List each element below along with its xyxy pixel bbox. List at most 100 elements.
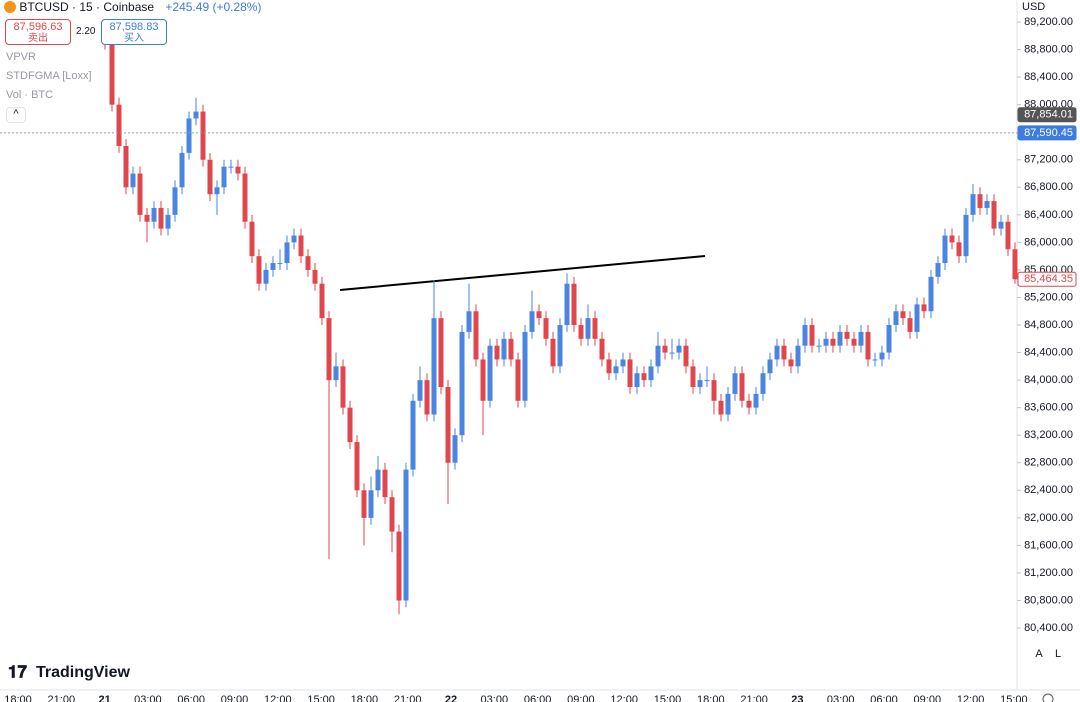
candle-body [823,338,829,346]
candle-body [564,283,570,326]
candle-body [998,221,1004,229]
candle-body [627,359,633,388]
candle-body [256,256,262,284]
candle-body [760,373,766,394]
buy-price: 87,598.83 [109,21,159,33]
log-scale-button[interactable]: L [1055,648,1061,660]
candle-body [326,318,332,381]
x-tick-label: 18:00 [351,694,379,702]
y-tick-label: 87,200.00 [1024,154,1073,166]
candle-body [459,331,465,436]
y-tick-label: 86,800.00 [1024,181,1073,193]
indicator[interactable]: VPVR [6,51,36,63]
candle-body [473,311,479,360]
settings-icon[interactable] [1042,693,1054,702]
y-tick-label: 82,000.00 [1024,512,1073,524]
y-tick-label: 86,000.00 [1024,236,1073,248]
candle-body [508,338,514,360]
candle-body [893,311,899,326]
price-marker-label: 85,464.35 [1024,273,1073,285]
y-tick-label: 81,200.00 [1024,567,1073,579]
y-tick-label: 88,800.00 [1024,43,1073,55]
x-tick-label: 15:00 [654,694,682,702]
x-tick-label: 21:00 [394,694,422,702]
coin-icon [4,1,16,13]
candle-body [340,366,346,408]
candle-body [767,359,773,374]
logo-mark: 𝟏𝟕 [8,662,27,681]
auto-scale-button[interactable]: A [1035,648,1043,660]
x-tick-label: 12:00 [610,694,638,702]
indicator[interactable]: Vol · BTC [6,89,54,101]
x-tick-label: 15:00 [1000,694,1028,702]
candle-body [298,235,304,257]
candle-body [361,490,367,518]
header: BTCUSD · 15 · Coinbase +245.49 (+0.28%) [4,0,261,14]
candle-body [130,173,136,188]
candle-body [774,345,780,360]
candle-body [606,359,612,374]
candle-body [123,145,129,188]
candle-body [214,187,220,195]
candle-body [529,311,535,332]
price-marker [1017,271,1077,287]
candle-body [487,345,493,401]
y-tick-label: 80,400.00 [1024,622,1073,634]
candle-body [851,338,857,346]
candle-body [249,221,255,257]
x-tick-label: 21:00 [48,694,76,702]
y-tick-label: 84,800.00 [1024,319,1073,331]
x-tick-label: 21:00 [740,694,768,702]
candle-body [641,373,647,381]
candle-body [368,490,374,518]
candle-body [179,152,185,188]
candle-body [242,173,248,222]
candle-body [704,380,710,382]
candle-body [620,359,626,367]
candle-body [809,325,815,346]
x-tick-label: 15:00 [307,694,335,702]
candle-body [816,345,822,347]
candle-body [942,235,948,264]
candle-body [396,531,402,601]
candle-body [921,304,927,312]
candle-body [844,331,850,339]
candle-body [445,387,451,463]
candle-body [480,359,486,401]
buy-button[interactable]: 87,598.83 买入 [101,19,167,45]
candle-body [697,380,703,388]
y-tick-label: 80,800.00 [1024,594,1073,606]
x-tick-label: 21 [98,694,110,702]
candle-body [151,207,157,222]
candle-body [725,393,731,415]
candle-body [669,352,675,354]
x-tick-label: 06:00 [870,694,898,702]
candle-body [543,318,549,339]
candle-body [557,325,563,367]
collapse-button[interactable]: ^ [6,107,26,123]
x-tick-label: 09:00 [914,694,942,702]
indicator[interactable]: STDFGMA [Loxx] [6,70,92,82]
candle-body [382,469,388,498]
candle-body [144,214,150,222]
y-tick-label: 81,600.00 [1024,539,1073,551]
candle-body [718,400,724,415]
candle-body [830,338,836,346]
candle-body [788,359,794,367]
candle-body [753,393,759,408]
candle-body [886,325,892,353]
candle-body [424,380,430,415]
change: +245.49 (+0.28%) [165,0,262,14]
price-marker-label: 87,854.01 [1024,109,1073,121]
y-tick-label: 83,600.00 [1024,402,1073,414]
candle-body [690,366,696,388]
x-tick-label: 12:00 [957,694,985,702]
candle-body [634,373,640,388]
sell-button[interactable]: 87,596.63 卖出 [5,19,71,45]
y-tick-label: 82,400.00 [1024,484,1073,496]
candle-body [907,318,913,332]
x-tick-label: 22 [445,694,457,702]
y-tick-label: 88,400.00 [1024,71,1073,83]
candle-body [837,331,843,346]
x-tick-label: 18:00 [697,694,725,702]
